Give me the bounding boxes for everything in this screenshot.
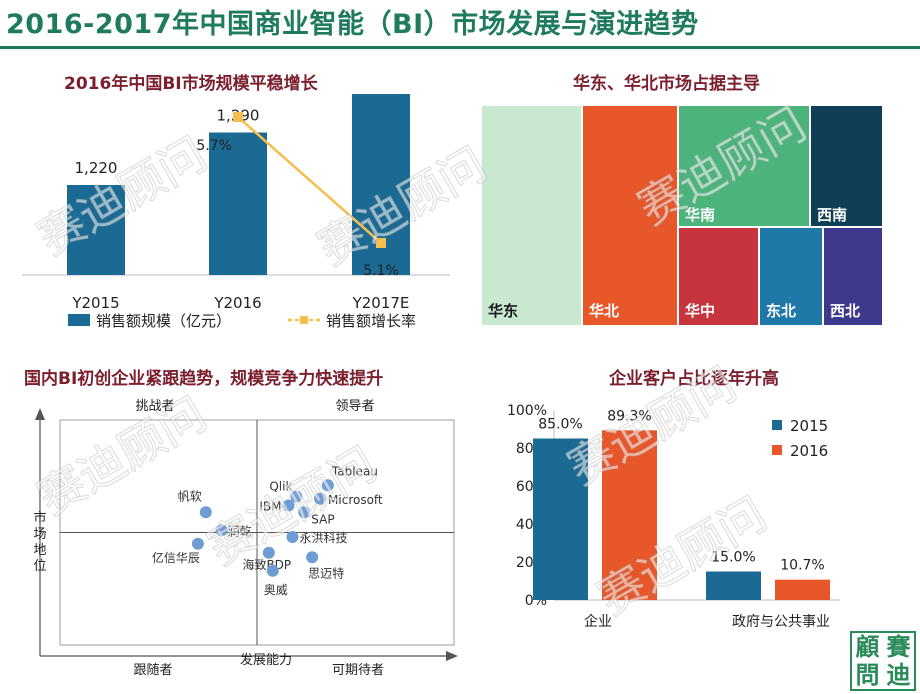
bar-2015-0 xyxy=(533,438,588,600)
vendor-label: Microsoft xyxy=(328,493,383,507)
logo-char: 問 xyxy=(855,660,880,689)
growth-point xyxy=(233,112,243,122)
y-axis-label: 市场地位 xyxy=(33,510,46,574)
vendor-point xyxy=(266,564,279,577)
vendor-point xyxy=(282,499,295,512)
vendor-point xyxy=(290,490,303,503)
treemap-label: 东北 xyxy=(766,302,797,320)
vendor-label: 亿信华辰 xyxy=(152,550,200,565)
y-axis-arrowhead xyxy=(35,408,45,420)
vendor-point xyxy=(298,506,311,519)
chart2-title: 华东、华北市场占据主导 xyxy=(573,74,760,94)
growth-label: 5.7% xyxy=(196,138,232,154)
treemap-label: 华南 xyxy=(685,206,716,224)
ccid-logo: 顧 賽 問 迪 xyxy=(850,631,916,691)
treemap-label: 华北 xyxy=(589,302,620,320)
treemap-cell-dongbei: 东北 xyxy=(760,228,822,325)
category-label: Y2017E xyxy=(352,294,410,312)
vendor-label: 永洪科技 xyxy=(299,531,347,545)
logo-char: 顧 xyxy=(855,632,880,661)
treemap-cell-xibei: 西北 xyxy=(824,228,882,325)
vendor-label: 奥威 xyxy=(264,583,288,597)
legend-label-size: 销售额规模（亿元） xyxy=(96,312,231,330)
bar-value-label: 85.0% xyxy=(538,417,582,433)
vendor-point xyxy=(286,531,299,543)
quadrant-label-challenger: 挑战者 xyxy=(135,399,174,414)
legend-label: 2015 xyxy=(790,417,828,435)
category-label: Y2015 xyxy=(71,294,119,312)
vendor-label: IBM xyxy=(259,500,281,514)
bar-value-label: 89.3% xyxy=(607,408,651,424)
legend-swatch xyxy=(772,420,782,430)
treemap-cell-huabei: 华北 xyxy=(583,106,677,325)
growth-label: 5.1% xyxy=(363,263,399,279)
region-treemap: 华东 华北 华南 西南 华中 东北 西北 xyxy=(482,106,882,325)
bar-size-0 xyxy=(67,185,125,275)
logo-char: 賽 xyxy=(886,632,911,661)
title-rule xyxy=(0,46,920,49)
chart3-title: 国内BI初创企业紧跟趋势，规模竞争力快速提升 xyxy=(24,369,384,389)
customer-share-chart: 0%20%40%60%80%100%85.0%89.3%企业15.0%10.7%… xyxy=(507,403,840,630)
growth-line xyxy=(237,116,382,244)
x-axis-label: 发展能力 xyxy=(240,652,292,668)
legend-swatch-size xyxy=(68,314,90,326)
category-label: Y2016 xyxy=(213,294,261,312)
vendor-point xyxy=(191,537,204,550)
category-label: 政府与公共事业 xyxy=(732,614,830,630)
vendor-label: Tableau xyxy=(331,464,378,478)
vendor-point xyxy=(262,546,275,559)
vendor-label: SAP xyxy=(311,512,334,526)
quadrant-label-promising: 可期待者 xyxy=(332,663,384,678)
vendor-point xyxy=(314,492,327,505)
quadrant-label-follower: 跟随者 xyxy=(133,663,172,678)
logo-char: 迪 xyxy=(886,660,911,689)
chart4-title: 企业客户占比逐年升高 xyxy=(609,369,779,389)
legend-swatch xyxy=(772,445,782,455)
legend-label-growth: 销售额增长率 xyxy=(326,312,416,330)
treemap-label: 华东 xyxy=(488,302,519,320)
vendor-point xyxy=(199,506,212,519)
bar-2015-1 xyxy=(706,571,761,600)
vendor-label: 润乾 xyxy=(228,524,252,538)
legend-swatch-growth-marker xyxy=(300,316,308,324)
treemap-label: 西北 xyxy=(830,302,861,320)
y-tick-label: 100% xyxy=(507,403,547,419)
treemap-cell-huadong: 华东 xyxy=(482,106,581,325)
vendor-label: 海致BDP xyxy=(242,557,291,572)
legend-label: 2016 xyxy=(790,442,828,460)
bar-value-label: 10.7% xyxy=(780,558,824,574)
page-title: 2016-2017年中国商业智能（BI）市场发展与演进趋势 xyxy=(6,9,699,40)
bar-2016-1 xyxy=(775,579,830,600)
vendor-point xyxy=(306,551,319,564)
vendor-point xyxy=(321,479,334,492)
bar-2016-0 xyxy=(602,430,657,600)
vendor-label: 帆软 xyxy=(178,488,202,503)
growth-point xyxy=(376,238,386,248)
category-label: 企业 xyxy=(584,613,612,630)
treemap-label: 西南 xyxy=(817,206,848,224)
treemap-cell-huanan: 华南 xyxy=(679,106,809,226)
vendor-label: Qlik xyxy=(269,480,292,494)
treemap-cell-huazhong: 华中 xyxy=(679,228,758,325)
treemap-cell-xinan: 西南 xyxy=(811,106,882,226)
x-axis-arrowhead xyxy=(446,651,458,661)
quadrant-label-leader: 领导者 xyxy=(335,399,374,414)
vendor-label: 思迈特 xyxy=(308,565,344,580)
market-size-chart: 1,220Y20151,290Y20161,355Y2017E5.7%5.1%销… xyxy=(22,94,450,330)
vendor-point xyxy=(215,524,228,537)
bar-size-1 xyxy=(209,132,267,275)
bar-value-label: 15.0% xyxy=(711,550,755,566)
chart1-title: 2016年中国BI市场规模平稳增长 xyxy=(64,74,318,94)
treemap-label: 华中 xyxy=(685,302,716,320)
bar-value-label: 1,220 xyxy=(75,159,118,177)
